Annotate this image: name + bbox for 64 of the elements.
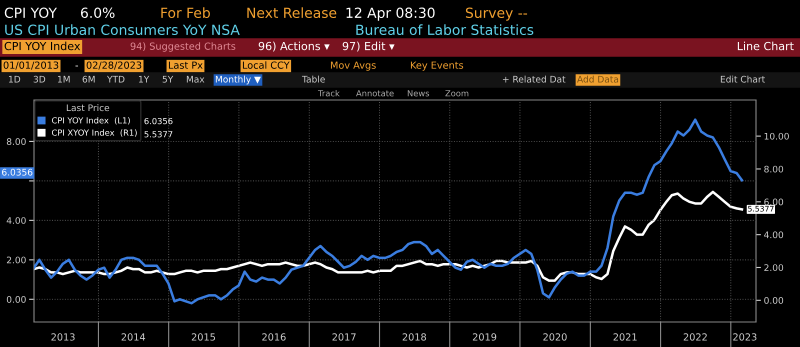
x-tick-label: 2019: [472, 333, 496, 341]
legend-label: CPI XYOY Index (R1): [52, 129, 137, 137]
x-tick-label: 2023: [733, 333, 756, 341]
x-tick-label: 2013: [51, 333, 75, 341]
text: Last Px: [168, 62, 203, 69]
legend-label: CPI YOY Index (L1): [52, 117, 130, 124]
text: 94) Suggested Charts: [130, 42, 236, 52]
y-tick-label: 8.00: [6, 138, 26, 145]
x-tick-label: 2021: [614, 333, 637, 341]
x-tick-label: 2020: [543, 333, 567, 341]
text: Next Release: [247, 7, 336, 18]
text: 1Y: [138, 76, 150, 82]
text: Track: [318, 90, 340, 96]
x-tick-label: 2018: [402, 333, 426, 341]
annotation: 6.0356: [144, 118, 173, 124]
text: 1M: [58, 76, 70, 82]
text: 5Y: [162, 76, 174, 83]
y-tick-label: 0.00: [6, 296, 26, 303]
x-tick-label: 2014: [122, 333, 146, 341]
text: 01/01/2013: [4, 61, 58, 70]
annotation: 5.5377: [144, 131, 172, 138]
legend-title: Last Price: [66, 104, 110, 112]
text: CPI YOY Index: [4, 42, 80, 50]
text: 3D: [34, 76, 46, 83]
text: 1D: [8, 76, 20, 82]
y2-tick-label: 6.00: [764, 198, 784, 206]
chart-subtitle: Bureau of Labor Statistics: [356, 24, 534, 36]
text: Monthly ▼: [216, 76, 261, 84]
y2-tick-label: 2.00: [764, 264, 784, 272]
text: Key Events: [410, 62, 464, 71]
y2-tick-label: 8.00: [764, 166, 784, 173]
y2-tick-label: 0.00: [764, 297, 784, 304]
text: Table: [302, 76, 325, 83]
text: News: [408, 90, 430, 96]
x-tick-label: 2022: [684, 333, 707, 341]
text: For Feb: [161, 7, 210, 18]
text: Annotate: [356, 90, 394, 96]
text: 6.0%: [80, 8, 115, 18]
text: 12 Apr 08:30: [346, 8, 435, 21]
text: 02/28/2023: [86, 61, 142, 70]
text: 6M: [82, 76, 95, 83]
text: Max: [186, 76, 204, 83]
line-series: [34, 118, 744, 305]
chart-title: US CPI Urban Consumers YoY NSA: [5, 24, 240, 36]
x-tick-label: 2017: [332, 333, 356, 341]
text: Survey --: [466, 8, 528, 21]
text: Mov Avgs: [330, 62, 376, 71]
text: Edit Chart: [720, 76, 765, 83]
x-tick-label: 2016: [262, 333, 286, 341]
text: + Related Dat: [502, 76, 566, 83]
y2-tick-label: 10.00: [764, 132, 789, 140]
text: Line Chart: [738, 42, 794, 50]
y2-tick-label: 4.00: [764, 231, 784, 238]
text: CPI YOY: [4, 8, 57, 18]
text: Local CCY: [242, 61, 290, 69]
text: Add Data: [577, 76, 618, 83]
text: 96) Actions ▾: [258, 42, 330, 52]
y-tick-label: 2.00: [6, 256, 26, 264]
x-tick-label: 2015: [192, 333, 216, 341]
y-tick-label: 4.00: [6, 217, 26, 224]
text: YTD: [106, 76, 124, 82]
text: Zoom: [445, 90, 468, 96]
text: 6.0356: [2, 168, 32, 176]
text: 97) Edit ▾: [342, 42, 395, 52]
